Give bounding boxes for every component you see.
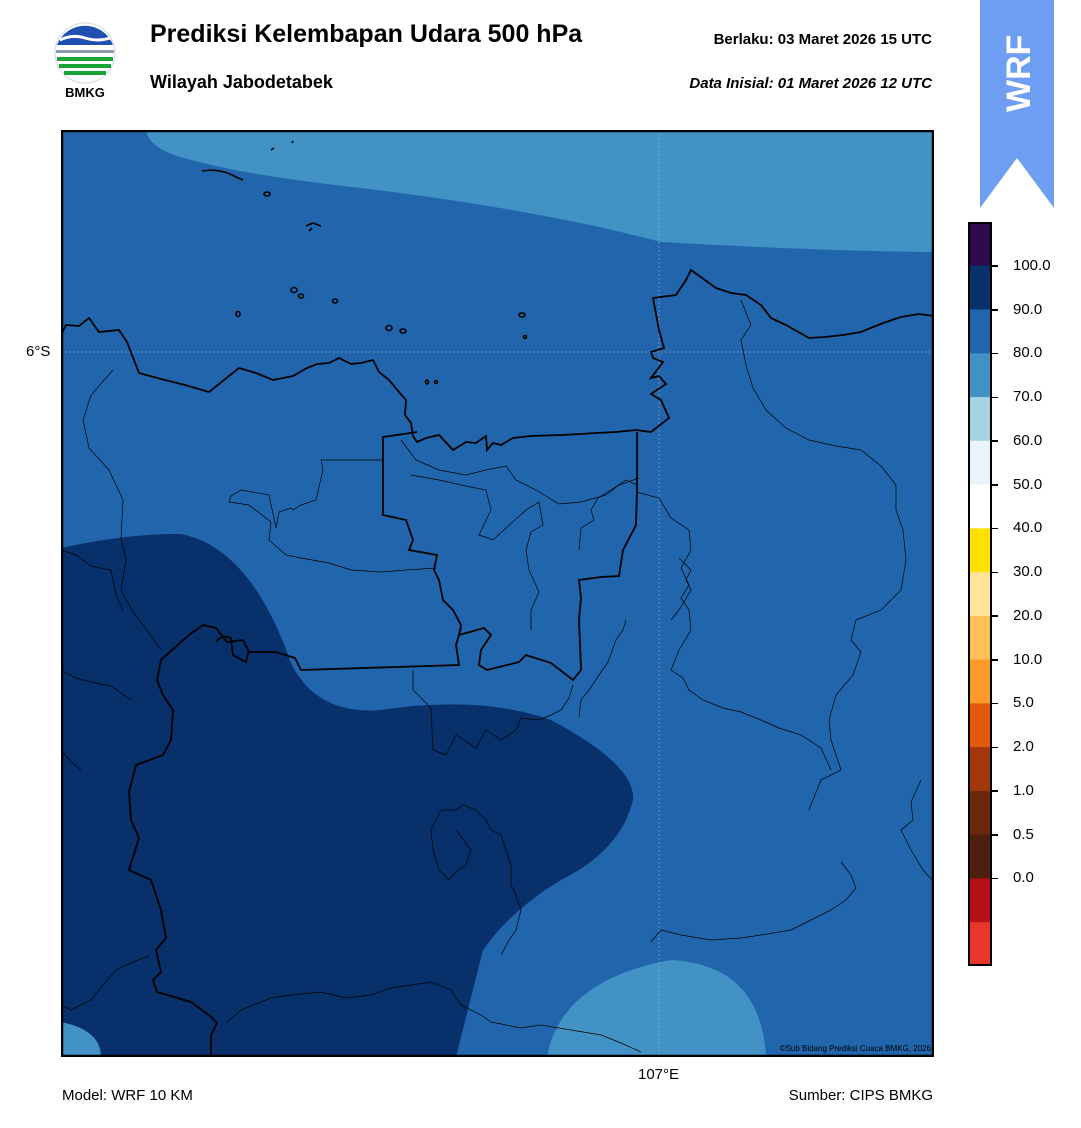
colorbar-tick [992,396,998,399]
colorbar-tick-label: 20.0 [1013,606,1043,624]
fill-70-80-north [146,130,934,252]
source-label: Sumber: CIPS BMKG [788,1087,933,1104]
fill-90-100 [61,533,634,1057]
colorbar-tick [992,352,998,355]
init-time-label: Data Inisial: 01 Maret 2026 12 UTC [689,75,932,92]
colorbar-tick [992,877,998,880]
banner-text: WRF [1000,35,1038,112]
colorbar-tick [992,265,998,267]
colorbar-tick [992,702,998,705]
colorbar-segment [968,222,992,267]
colorbar-tick-label: 90.0 [1013,300,1043,318]
longitude-label: 107°E [638,1066,680,1083]
colorbar-tick-label: 2.0 [1013,738,1034,756]
colorbar-tick [992,484,998,486]
province-boundary [382,431,638,682]
colorbar [968,222,992,966]
logo-text: BMKG [65,85,105,100]
colorbar-segment [968,878,992,923]
colorbar-tick-label: 40.0 [1013,519,1043,537]
colorbar-tick [992,659,998,661]
model-label: Model: WRF 10 KM [62,1087,193,1104]
colorbar-tick [992,790,998,792]
copyright-text: ©Sub Bidang Prediksi Cuaca BMKG, 2026 [779,1044,931,1053]
colorbar-tick-label: 0.0 [1013,869,1034,887]
colorbar-segment [968,484,992,529]
colorbar-segment [968,834,992,879]
colorbar-tick [992,440,998,442]
fill-70-80-sw [61,1022,101,1057]
colorbar-frame [968,222,992,966]
map-subtitle: Wilayah Jabodetabek [150,72,333,92]
map-frame [61,130,934,1057]
province-boundary-inner [215,635,250,664]
colorbar-segment [968,922,992,966]
latitude-label: 6°S [26,343,51,360]
colorbar-segment [968,659,992,704]
colorbar-tick [992,527,998,530]
colorbar-segment [968,528,992,573]
colorbar-segment [968,309,992,354]
colorbar-tick-label: 60.0 [1013,431,1043,449]
coastline [61,268,934,453]
colorbar-tick-label: 10.0 [1013,650,1043,668]
colorbar-tick-label: 1.0 [1013,781,1034,799]
colorbar-tick [992,746,998,749]
colorbar-tick-label: 0.5 [1013,825,1034,843]
wrf-banner: WRF [980,0,1054,208]
colorbar-tick-label: 80.0 [1013,344,1043,362]
bmkg-logo-icon [54,22,116,84]
map-title: Prediksi Kelembapan Udara 500 hPa [150,20,583,48]
regency-boundaries [61,299,934,1053]
colorbar-segment [968,703,992,748]
colorbar-tick [992,309,998,311]
colorbar-tick [992,571,998,574]
colorbar-segment [968,615,992,661]
humidity-map [61,130,934,1057]
colorbar-tick-label: 70.0 [1013,388,1043,406]
colorbar-segment [968,440,992,486]
colorbar-segment [968,572,992,617]
colorbar-tick [992,834,998,836]
fill-70-80-south [547,960,766,1057]
colorbar-segment [968,265,992,311]
colorbar-segment [968,397,992,442]
colorbar-segment [968,790,992,836]
colorbar-tick-label: 50.0 [1013,475,1043,493]
province-boundary-south [127,624,462,1057]
colorbar-tick-label: 5.0 [1013,694,1034,712]
colorbar-tick [992,615,998,617]
colorbar-tick-label: 30.0 [1013,563,1043,581]
valid-time-label: Berlaku: 03 Maret 2026 15 UTC [713,31,932,48]
colorbar-tick-label: 100.0 [1013,256,1051,274]
colorbar-segment [968,747,992,792]
islands [201,140,528,385]
colorbar-segment [968,353,992,398]
